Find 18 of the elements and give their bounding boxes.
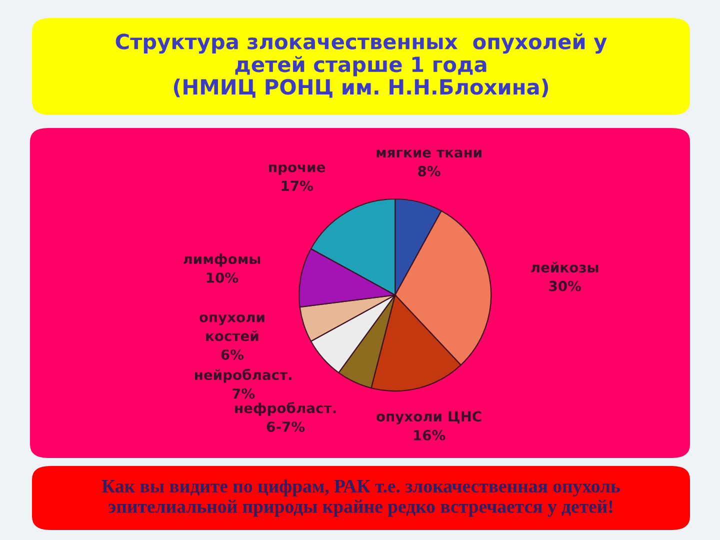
data-label: 7% <box>232 388 255 399</box>
text: Как вы видите по цифрам, РАК т.е. злокачественная опухоль эпителиальной природы крайне редко встречается у детей! <box>102 479 620 517</box>
slice-label: нейробласт. <box>194 368 292 383</box>
slice-label: опухоли ЦНС <box>376 411 482 424</box>
slice-label: опухоли костей <box>199 314 264 342</box>
slice-label: лейкозы <box>531 262 598 273</box>
data-label: 30% <box>549 280 581 292</box>
data-label: 16% <box>414 430 446 440</box>
data-label: 8% <box>418 166 440 176</box>
slice-label: мягкие ткани <box>376 150 482 158</box>
chart-title: Структура злокачественных опухолей у детей старше 1 года (НМИЦ РОНЦ им. Н.Н.Блохина) <box>116 33 607 98</box>
data-label: 6% <box>221 349 244 360</box>
data-label: 17% <box>282 180 314 192</box>
slice-label: нефробласт. <box>235 402 336 416</box>
data-label: 6-7% <box>266 421 305 432</box>
data-label: 10% <box>206 272 238 283</box>
slice-label: лимфомы <box>183 253 260 267</box>
slice-label: прочие <box>269 164 326 176</box>
